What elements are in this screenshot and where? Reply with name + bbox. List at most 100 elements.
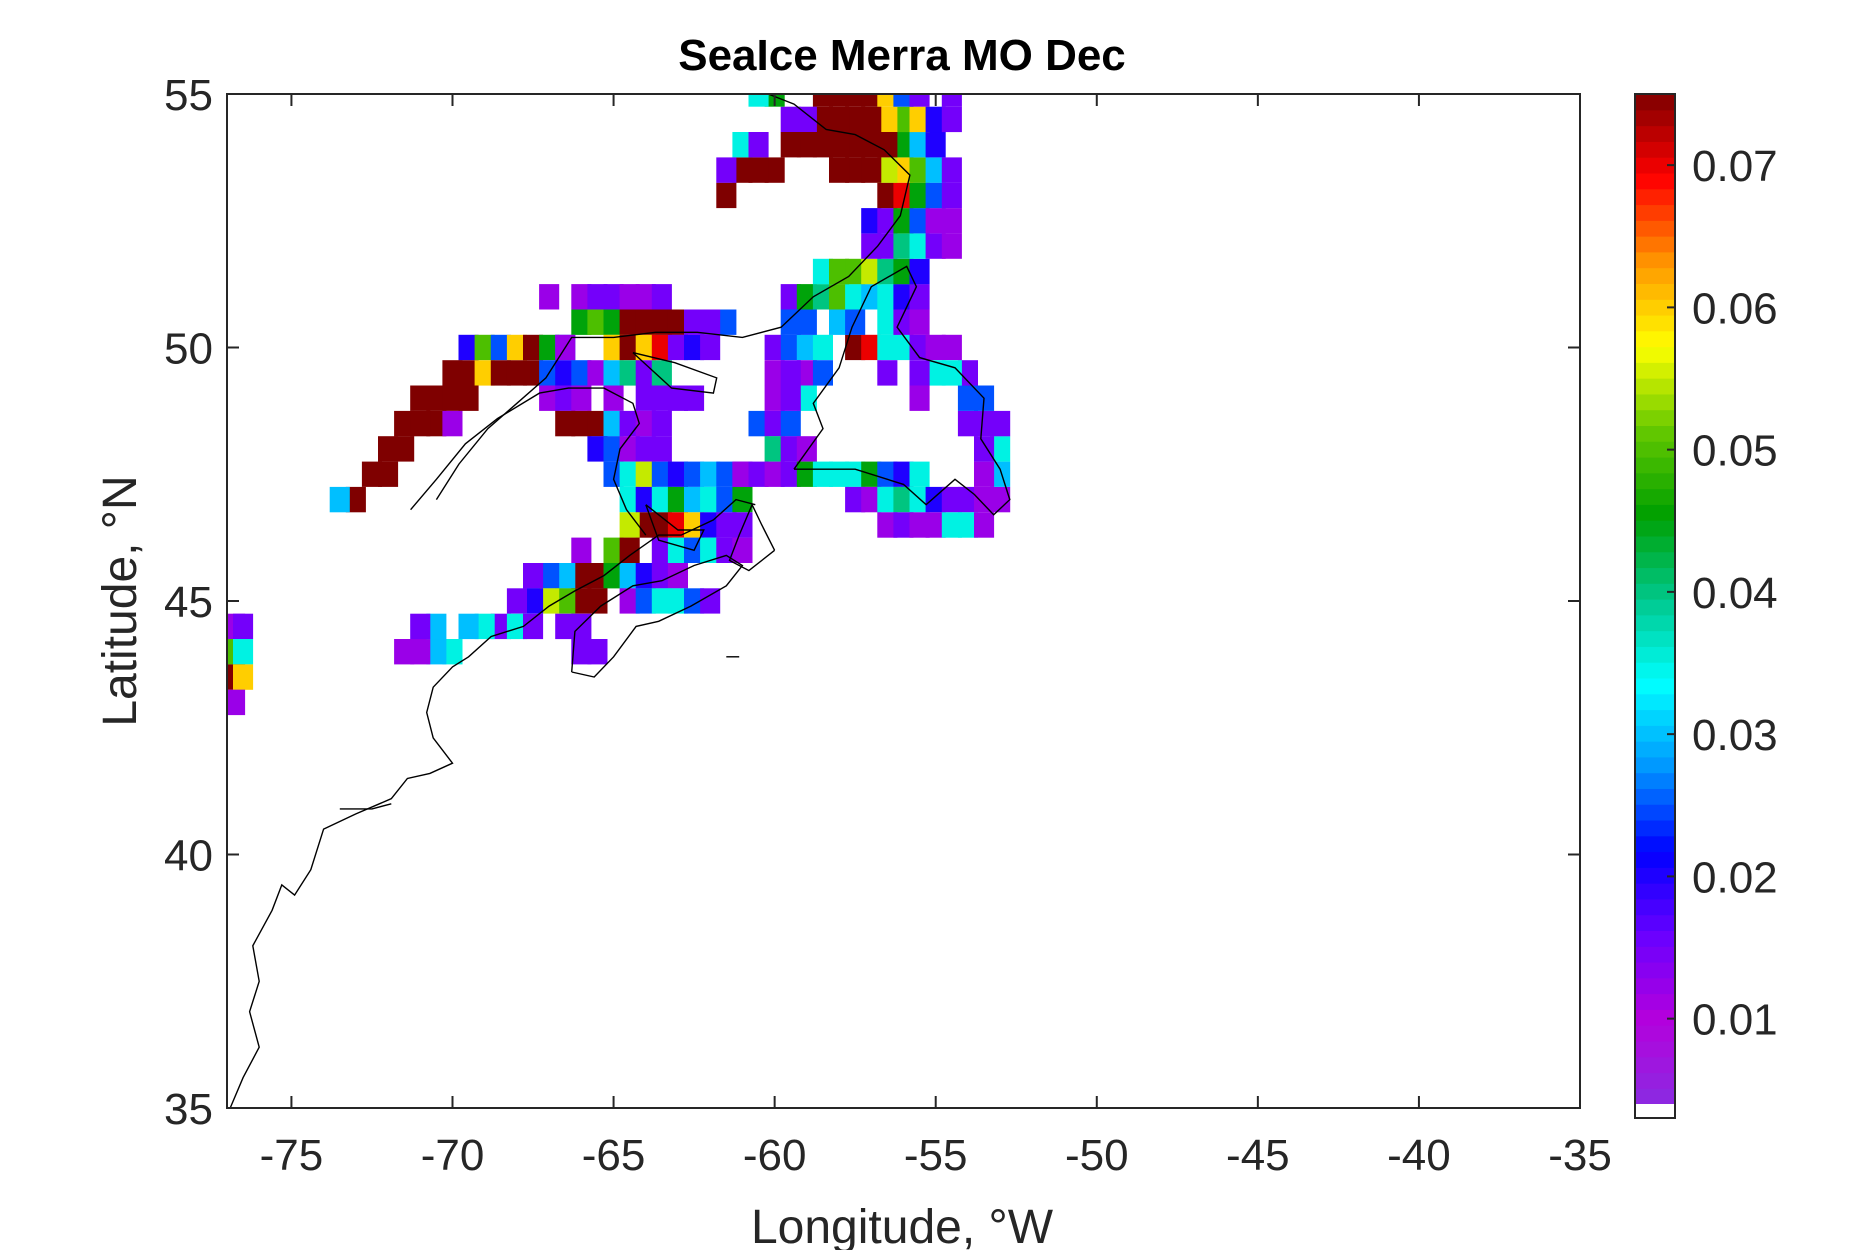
- y-axis-label: Latitude, °N: [94, 475, 147, 726]
- heatmap-cell: [925, 334, 946, 361]
- heatmap-cell: [233, 613, 254, 640]
- colorbar-segment: [1635, 946, 1675, 963]
- heatmap-cell: [861, 94, 882, 107]
- heatmap-cell: [458, 613, 479, 640]
- colorbar-segment: [1635, 993, 1675, 1010]
- heatmap-cell: [426, 613, 447, 640]
- heatmap-cell: [909, 334, 930, 361]
- y-tick-label: 55: [164, 71, 213, 120]
- heatmap-cell: [603, 284, 624, 310]
- heatmap-cell: [990, 410, 1011, 437]
- heatmap-cell: [941, 334, 962, 361]
- heatmap-cell: [893, 334, 914, 361]
- colorbar-segment: [1635, 867, 1675, 884]
- heatmap-cell: [700, 537, 721, 563]
- coastline-path: [410, 387, 647, 536]
- heatmap-cell: [603, 309, 624, 335]
- heatmap-cell: [861, 486, 882, 513]
- heatmap-cell: [732, 537, 753, 563]
- heatmap-cell: [410, 639, 431, 665]
- heatmap-cell: [909, 360, 930, 386]
- colorbar-tick-label: 0.03: [1692, 711, 1778, 760]
- heatmap-cell: [925, 106, 946, 133]
- heatmap-cell: [732, 486, 753, 513]
- heatmap-cell: [700, 588, 721, 614]
- heatmap-cell: [812, 334, 833, 361]
- colorbar-segment: [1635, 488, 1675, 505]
- heatmap-cell: [845, 486, 866, 513]
- heatmap-cell: [941, 94, 962, 107]
- heatmap-cell: [716, 461, 737, 487]
- heatmap-cell: [700, 309, 721, 335]
- colorbar-segment: [1635, 314, 1675, 332]
- colorbar-segment: [1635, 883, 1675, 900]
- heatmap-cell: [877, 360, 898, 386]
- heatmap-cell: [861, 233, 882, 259]
- heatmap-cell: [555, 588, 576, 614]
- heatmap-cell: [603, 563, 624, 589]
- heatmap-cell: [651, 334, 672, 361]
- heatmap-cell: [667, 588, 688, 614]
- heatmap-cell: [587, 284, 608, 310]
- heatmap-cell: [990, 436, 1011, 462]
- x-tick-label: -55: [904, 1131, 968, 1180]
- colorbar-segment: [1635, 535, 1675, 553]
- coastline-path: [728, 502, 776, 572]
- coastline-path: [229, 498, 756, 1109]
- heatmap-cell: [812, 132, 833, 158]
- heatmap-cell: [845, 284, 866, 310]
- heatmap-cell: [523, 334, 544, 361]
- heatmap-cell: [684, 334, 705, 361]
- heatmap-cell: [619, 309, 640, 335]
- heatmap-cell: [764, 157, 785, 183]
- heatmap-cell: [861, 284, 882, 310]
- heatmap-cell: [227, 689, 246, 716]
- heatmap-cell: [796, 461, 817, 487]
- heatmap-cell: [748, 132, 769, 158]
- heatmap-cell: [651, 436, 672, 462]
- heatmap-cell: [812, 461, 833, 487]
- heatmap-cell: [909, 157, 930, 183]
- heatmap-cell: [861, 157, 882, 183]
- heatmap-cell: [925, 157, 946, 183]
- heatmap-cell: [829, 309, 850, 335]
- heatmap-cell: [861, 334, 882, 361]
- heatmap-cell: [812, 360, 833, 386]
- colorbar-segment: [1635, 94, 1675, 111]
- heatmap-cell: [893, 461, 914, 487]
- heatmap-cell: [941, 360, 962, 386]
- colorbar-segment: [1635, 567, 1675, 584]
- colorbar-segment: [1635, 172, 1675, 190]
- colorbar-segment: [1635, 693, 1675, 711]
- heatmap-cell: [893, 132, 914, 158]
- heatmap-cell: [764, 410, 785, 437]
- heatmap-cell: [571, 588, 592, 614]
- heatmap-cell: [925, 486, 946, 513]
- heatmap-cell: [506, 360, 527, 386]
- heatmap-cell: [893, 106, 914, 133]
- heatmap-cell: [474, 360, 495, 386]
- heatmap-cell: [523, 613, 544, 640]
- heatmap-cell: [780, 385, 801, 411]
- x-tick-label: -70: [421, 1131, 485, 1180]
- heatmap-cell: [974, 512, 995, 538]
- heatmap-cell: [571, 537, 592, 563]
- heatmap-cell: [829, 94, 850, 107]
- heatmap-cell: [796, 334, 817, 361]
- colorbar-segment: [1635, 283, 1675, 300]
- heatmap-cell: [667, 563, 688, 589]
- heatmap-cell: [925, 360, 946, 386]
- heatmap-cell: [506, 613, 527, 640]
- coastline-path: [339, 803, 392, 810]
- heatmap-cell: [909, 309, 930, 335]
- heatmap-cell: [667, 385, 688, 411]
- heatmap-cell: [539, 563, 560, 589]
- heatmap-cell: [651, 486, 672, 513]
- heatmap-cell: [941, 106, 962, 133]
- heatmap-cell: [796, 106, 817, 133]
- heatmap-cell: [603, 461, 624, 487]
- heatmap-cell: [555, 563, 576, 589]
- heatmap-cell: [861, 132, 882, 158]
- heatmap-cell: [812, 258, 833, 285]
- x-axis: -75 -70 -65 -60 -55 -50 -45 -40 -35: [260, 94, 1612, 1180]
